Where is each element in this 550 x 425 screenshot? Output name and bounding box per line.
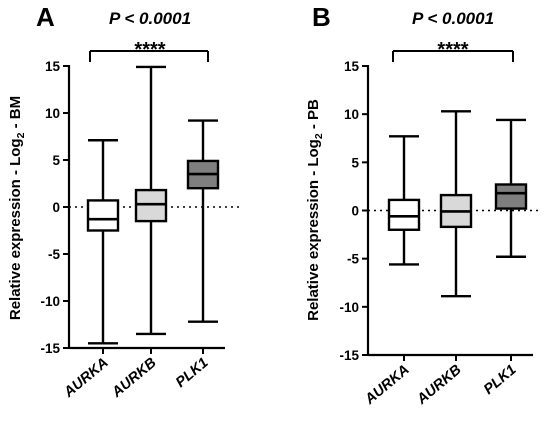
y-tick-label: 10: [45, 106, 60, 121]
box-iqr: [86, 199, 120, 232]
box-aurkb: [134, 65, 168, 336]
y-tick-label: -10: [339, 300, 359, 315]
category-label: PLK1: [173, 355, 212, 391]
panel-a: A P < 0.0001 **** Relative expression - …: [7, 2, 240, 401]
category-label: AURKA: [60, 355, 111, 402]
box-plk1: [494, 118, 528, 258]
significance-bracket: [392, 50, 514, 62]
box-aurka: [86, 139, 120, 345]
category-label: AURKA: [361, 362, 412, 409]
box-aurka: [387, 135, 421, 266]
panel-a-letter: A: [36, 2, 55, 32]
box-iqr: [134, 188, 168, 223]
box-iqr: [494, 183, 528, 210]
panel-a-y-axis-label: Relative expression - Log2 - BM: [7, 96, 27, 320]
y-tick-label: -15: [339, 348, 359, 363]
panel-b-letter: B: [312, 2, 331, 32]
category-label: PLK1: [481, 362, 520, 398]
y-tick-label: -15: [40, 341, 60, 356]
box-aurkb: [439, 110, 473, 298]
category-label: AURKB: [108, 355, 159, 402]
panel-b-p-value: P < 0.0001: [412, 9, 494, 28]
y-tick-label: 5: [351, 155, 359, 170]
y-tick-label: 0: [52, 200, 60, 215]
y-tick-label: 5: [52, 153, 60, 168]
y-tick-label: 15: [344, 59, 360, 74]
y-tick-label: 10: [344, 107, 359, 122]
y-tick-label: -10: [40, 294, 60, 309]
y-tick-label: -5: [347, 252, 359, 267]
y-tick-label: 15: [45, 59, 61, 74]
box-plk1: [186, 119, 220, 323]
box-iqr: [387, 198, 421, 231]
y-tick-label: 0: [351, 204, 359, 219]
panel-b-y-axis-label: Relative expression - Log2 - PB: [305, 99, 325, 321]
significance-bracket: [89, 50, 209, 62]
panel-b: B P < 0.0001 **** Relative expression - …: [305, 2, 540, 408]
y-tick-label: -5: [48, 247, 60, 262]
panel-a-p-value: P < 0.0001: [109, 9, 191, 28]
category-label: AURKB: [413, 362, 464, 409]
